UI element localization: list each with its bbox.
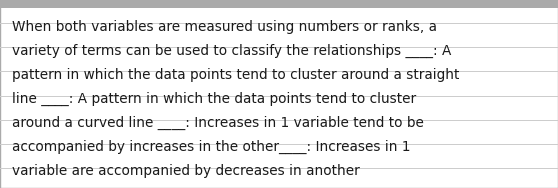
Text: When both variables are measured using numbers or ranks, a: When both variables are measured using n… (12, 20, 437, 34)
Text: variable are accompanied by decreases in another: variable are accompanied by decreases in… (12, 164, 360, 178)
Text: variety of terms can be used to classify the relationships ____: A: variety of terms can be used to classify… (12, 44, 451, 58)
Text: pattern in which the data points tend to cluster around a straight: pattern in which the data points tend to… (12, 68, 460, 82)
Text: around a curved line ____: Increases in 1 variable tend to be: around a curved line ____: Increases in … (12, 116, 424, 130)
Text: line ____: A pattern in which the data points tend to cluster: line ____: A pattern in which the data p… (12, 92, 416, 106)
FancyBboxPatch shape (0, 0, 558, 8)
Text: accompanied by increases in the other____: Increases in 1: accompanied by increases in the other___… (12, 140, 411, 154)
